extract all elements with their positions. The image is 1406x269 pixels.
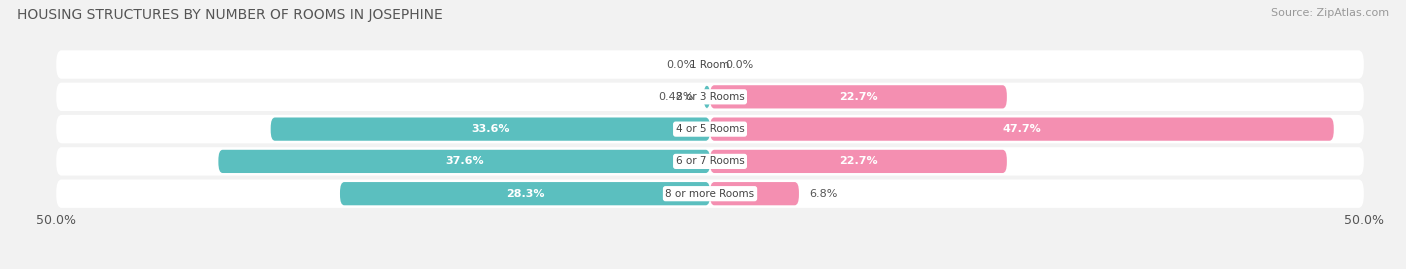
Text: 37.6%: 37.6% [444, 156, 484, 167]
Text: 4 or 5 Rooms: 4 or 5 Rooms [676, 124, 744, 134]
FancyBboxPatch shape [56, 179, 1364, 208]
Text: 1 Room: 1 Room [690, 59, 730, 70]
Text: 0.48%: 0.48% [658, 92, 693, 102]
FancyBboxPatch shape [710, 150, 1007, 173]
Text: 22.7%: 22.7% [839, 156, 877, 167]
Text: HOUSING STRUCTURES BY NUMBER OF ROOMS IN JOSEPHINE: HOUSING STRUCTURES BY NUMBER OF ROOMS IN… [17, 8, 443, 22]
Text: 2 or 3 Rooms: 2 or 3 Rooms [676, 92, 744, 102]
Text: 8 or more Rooms: 8 or more Rooms [665, 189, 755, 199]
FancyBboxPatch shape [56, 50, 1364, 79]
FancyBboxPatch shape [710, 182, 799, 205]
FancyBboxPatch shape [218, 150, 710, 173]
FancyBboxPatch shape [271, 118, 710, 141]
FancyBboxPatch shape [710, 85, 1007, 108]
Text: 28.3%: 28.3% [506, 189, 544, 199]
FancyBboxPatch shape [340, 182, 710, 205]
Text: 33.6%: 33.6% [471, 124, 509, 134]
Text: 0.0%: 0.0% [666, 59, 695, 70]
FancyBboxPatch shape [704, 85, 710, 108]
Text: Source: ZipAtlas.com: Source: ZipAtlas.com [1271, 8, 1389, 18]
Text: 22.7%: 22.7% [839, 92, 877, 102]
Text: 6.8%: 6.8% [810, 189, 838, 199]
FancyBboxPatch shape [710, 118, 1334, 141]
FancyBboxPatch shape [56, 147, 1364, 176]
FancyBboxPatch shape [56, 115, 1364, 143]
Text: 0.0%: 0.0% [725, 59, 754, 70]
FancyBboxPatch shape [56, 83, 1364, 111]
Text: 47.7%: 47.7% [1002, 124, 1042, 134]
Text: 6 or 7 Rooms: 6 or 7 Rooms [676, 156, 744, 167]
